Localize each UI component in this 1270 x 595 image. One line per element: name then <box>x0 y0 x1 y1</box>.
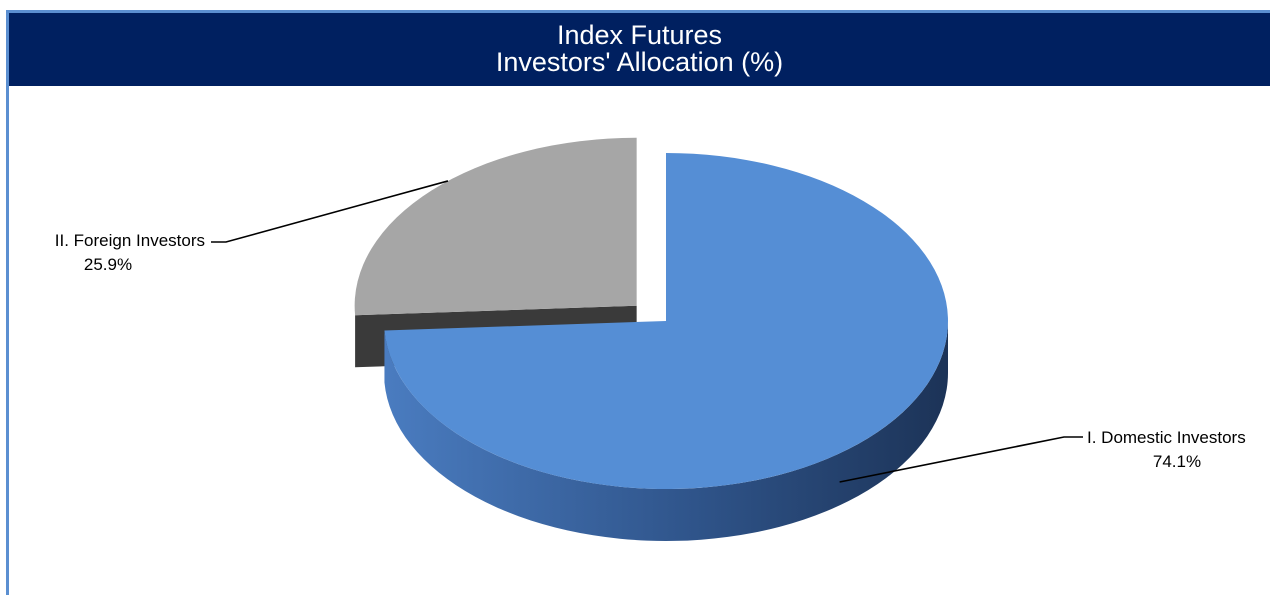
leader-line-domestic <box>839 436 1083 483</box>
data-label-domestic-value: 74.1% <box>1153 452 1201 471</box>
chart-title: Index Futures Investors' Allocation (%) <box>6 10 1270 86</box>
data-label-foreign-name: II. Foreign Investors <box>55 231 205 250</box>
frame-left-border <box>6 86 9 595</box>
chart-title-line-1: Index Futures <box>556 20 723 50</box>
data-label-domestic-name: I. Domestic Investors <box>1087 428 1246 447</box>
leader-line-foreign <box>211 180 449 243</box>
pie-slice-domestic-side <box>384 321 948 541</box>
chart-title-line-2: Investors' Allocation (%) <box>495 47 784 77</box>
pie-slice-domestic-top <box>384 153 948 489</box>
pie-slice-foreign-top <box>354 137 637 316</box>
pie-slice-domestic <box>384 153 948 541</box>
data-label-foreign-value: 25.9% <box>84 255 132 274</box>
